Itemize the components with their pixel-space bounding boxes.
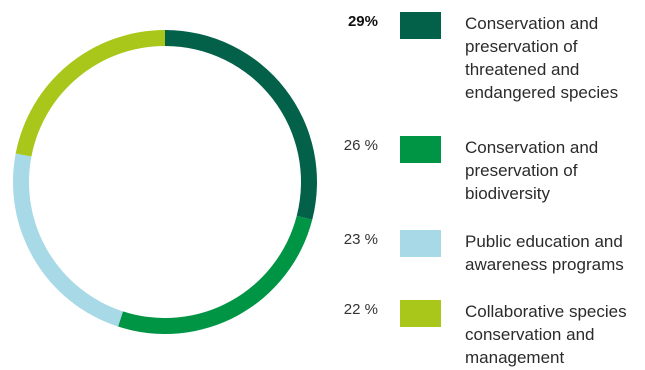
legend-label-threatened-species: Conservation and preservation of threate… [465, 14, 619, 102]
donut-slice-collaborative-management [15, 29, 166, 157]
donut-slice-threatened-species [165, 30, 317, 220]
legend-swatch-collaborative-management [400, 300, 441, 327]
legend-swatch-public-education [400, 230, 441, 257]
donut-slice-public-education [13, 153, 123, 327]
legend-value-public-education: 23 % [343, 231, 378, 248]
legend-value-threatened-species: 29% [347, 13, 378, 30]
legend-label-biodiversity: Conservation and preservation of biodive… [465, 138, 599, 203]
legend-label-public-education: Public education and awareness programs [465, 232, 624, 274]
legend-value-collaborative-management: 22 % [343, 301, 378, 318]
donut-slice-biodiversity [118, 215, 313, 334]
legend-swatch-threatened-species [400, 12, 441, 39]
donut-chart [13, 29, 317, 334]
legend-label-collaborative-management: Collaborative species conservation and m… [465, 302, 627, 367]
legend-value-biodiversity: 26 % [343, 137, 378, 154]
legend-swatch-biodiversity [400, 136, 441, 163]
